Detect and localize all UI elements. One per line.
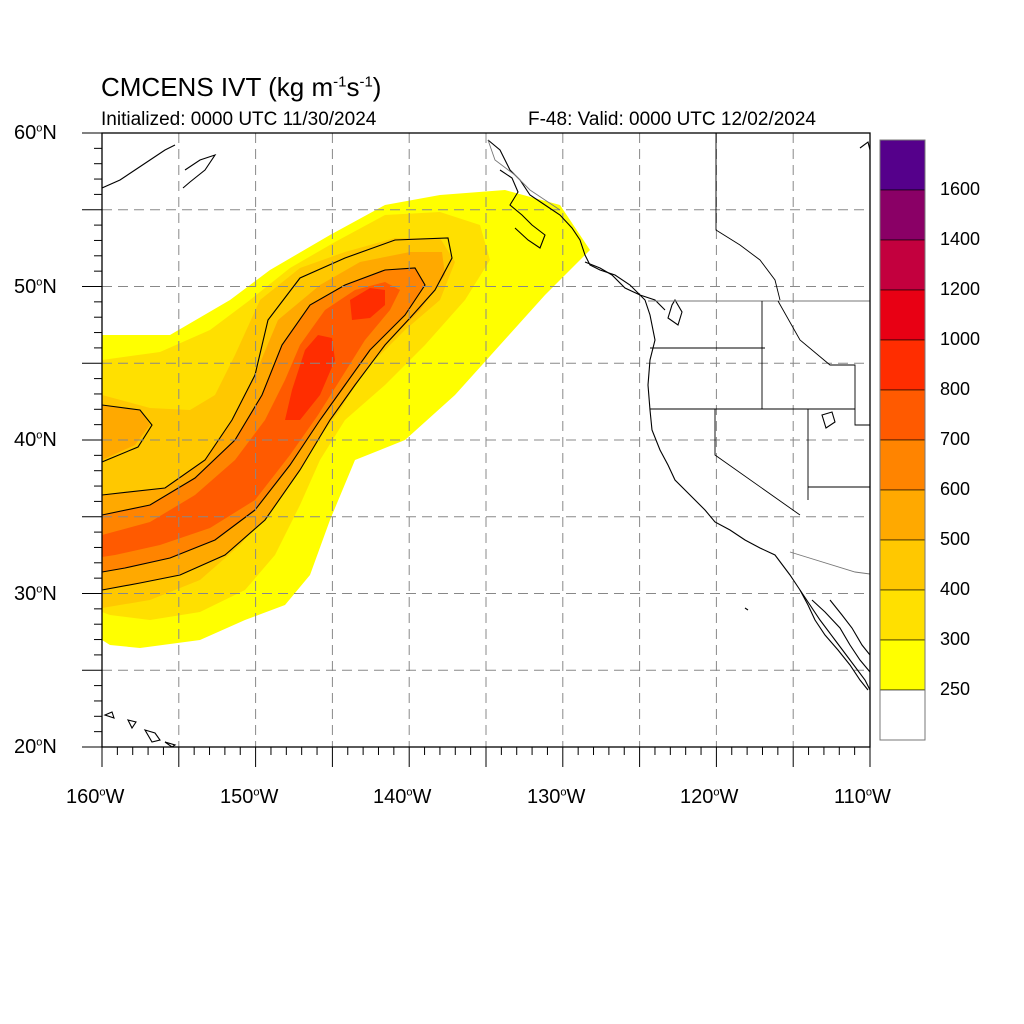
colorbar-label: 700 xyxy=(940,429,971,449)
lon-label-110w: 110oW xyxy=(834,786,891,808)
colorbar-frame xyxy=(879,139,926,741)
colorbar-swatch xyxy=(879,389,926,441)
lon-label-120w: 120oW xyxy=(680,786,739,808)
colorbar-swatch xyxy=(879,639,926,691)
colorbar-label: 1000 xyxy=(940,329,981,349)
colorbar-label: 600 xyxy=(940,479,971,499)
ivt-shading xyxy=(102,190,590,648)
lon-label-150w: 150oW xyxy=(220,786,279,808)
lat-label-30: 30oN xyxy=(14,583,57,605)
political-borders xyxy=(487,133,870,575)
coastlines xyxy=(102,139,870,747)
lon-label-160w: 160oW xyxy=(66,786,125,808)
lat-label-60: 60oN xyxy=(14,122,57,144)
colorbar-swatch xyxy=(879,289,926,341)
colorbar-label: 1400 xyxy=(940,229,981,249)
figure-title: CMCENS IVT (kg m-1s-1) xyxy=(101,72,382,102)
colorbar-swatch xyxy=(879,239,926,291)
lon-label-140w: 140oW xyxy=(373,786,432,808)
colorbar-swatch xyxy=(879,539,926,591)
colorbar-swatch xyxy=(879,439,926,491)
colorbar-label: 400 xyxy=(940,579,971,599)
ivt-contours xyxy=(102,237,453,591)
colorbar-swatch xyxy=(879,689,926,741)
lon-label-130w: 130oW xyxy=(527,786,586,808)
lat-label-50: 50oN xyxy=(14,276,57,298)
colorbar-swatch xyxy=(879,589,926,641)
colorbar-label: 300 xyxy=(940,629,971,649)
colorbar-swatch xyxy=(879,189,926,241)
lat-label-40: 40oN xyxy=(14,429,57,451)
colorbar-label: 250 xyxy=(940,679,971,699)
colorbar-swatch xyxy=(879,139,926,191)
colorbar-label: 1600 xyxy=(940,179,981,199)
lat-label-20: 20oN xyxy=(14,736,57,758)
colorbar-swatch xyxy=(879,339,926,391)
map-gridlines xyxy=(102,133,870,747)
ivt-band-800 xyxy=(285,288,385,420)
colorbar-label: 1200 xyxy=(940,279,981,299)
colorbar-label: 500 xyxy=(940,529,971,549)
valid-time-label: F-48: Valid: 0000 UTC 12/02/2024 xyxy=(528,109,816,130)
axis-ticks xyxy=(82,132,871,767)
initialized-label: Initialized: 0000 UTC 11/30/2024 xyxy=(101,109,377,130)
colorbar-label: 800 xyxy=(940,379,971,399)
colorbar xyxy=(879,139,926,741)
colorbar-swatch xyxy=(879,489,926,541)
